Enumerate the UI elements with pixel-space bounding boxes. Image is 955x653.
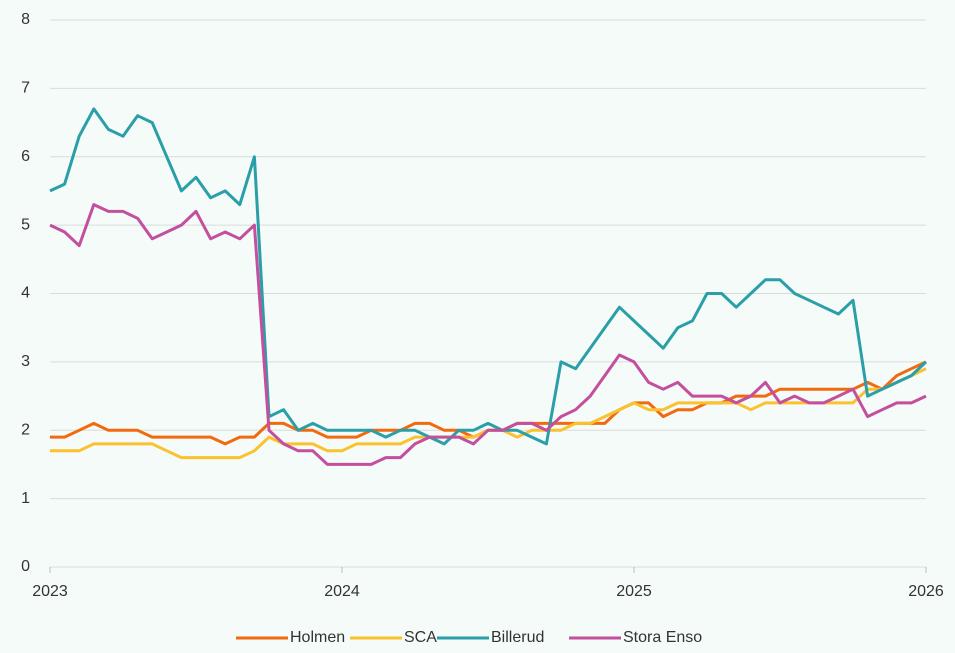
- y-tick-label: 4: [21, 285, 30, 302]
- y-tick-label: 8: [21, 11, 30, 28]
- y-tick-label: 2: [21, 421, 30, 438]
- x-tick-label: 2025: [616, 583, 652, 600]
- y-tick-label: 0: [21, 558, 30, 575]
- y-tick-label: 6: [21, 148, 30, 165]
- legend-label: Stora Enso: [623, 629, 702, 646]
- legend-label: Billerud: [491, 629, 544, 646]
- y-tick-label: 7: [21, 80, 30, 97]
- series-line: [49, 203, 927, 466]
- y-tick-label: 1: [21, 490, 30, 507]
- legend-label: SCA: [404, 629, 437, 646]
- series-line: [49, 107, 928, 446]
- y-tick-label: 3: [21, 353, 30, 370]
- legend-label: Holmen: [290, 629, 345, 646]
- x-tick-label: 2023: [32, 583, 68, 600]
- x-tick-label: 2026: [908, 583, 944, 600]
- y-tick-label: 5: [21, 216, 30, 233]
- x-tick-label: 2024: [324, 583, 360, 600]
